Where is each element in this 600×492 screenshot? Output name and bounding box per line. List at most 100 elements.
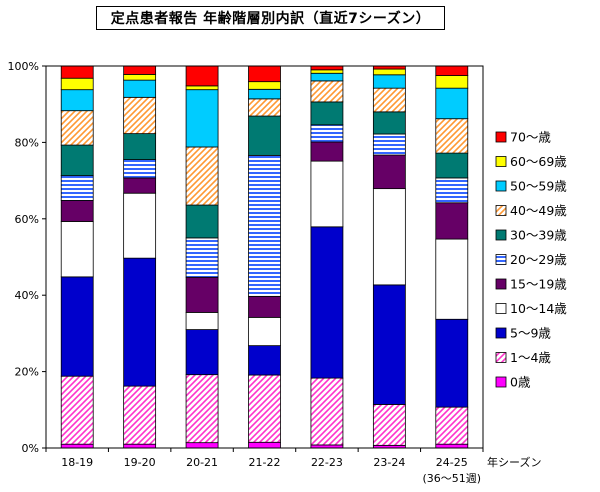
- bar-segment-21-22-4: [248, 295, 281, 318]
- legend-swatch: [495, 156, 507, 167]
- bar-segment-21-22-3: [248, 316, 281, 347]
- bar-segment-19-20-5: [123, 159, 157, 179]
- chart-title-box: 定点患者報告 年齢階層別内訳（直近7シーズン）: [96, 6, 445, 30]
- bar-segment-24-25-7: [435, 118, 469, 154]
- x-tick-label: 22-23: [311, 456, 343, 469]
- x-tick-label: 23-24: [373, 456, 405, 469]
- legend: 70〜歳 60〜69歳 50〜59歳 40〜49歳 30〜39歳 20〜29歳 15〜19歳…: [495, 130, 567, 390]
- bar-segment-21-22-2: [248, 345, 281, 376]
- bar-segment-18-19-1: [60, 375, 94, 445]
- plot-area: [60, 65, 469, 449]
- legend-label: 50〜59歳: [510, 179, 567, 194]
- bar-segment-21-22-1: [248, 374, 281, 443]
- bar-segment-23-24-3: [372, 188, 406, 286]
- legend-label: 0歳: [510, 375, 531, 390]
- legend-label: 1〜4歳: [510, 350, 551, 365]
- bar-segment-21-22-6: [248, 115, 281, 156]
- legend-label: 40〜49歳: [510, 203, 567, 218]
- axes: 0% 20% 40% 60% 80% 100% 18-19 19-20 20-21 21-22 22…: [8, 60, 542, 485]
- bar-segment-20-21-8: [185, 89, 219, 148]
- bar-segment-24-25-8: [435, 87, 469, 120]
- bar-segment-23-24-2: [372, 284, 406, 405]
- bar-segment-22-23-4: [310, 141, 344, 162]
- legend-swatch: [495, 254, 507, 265]
- bar-segment-24-25-10: [435, 65, 469, 76]
- bar-segment-20-21-10: [185, 65, 219, 87]
- bar-segment-24-25-6: [435, 152, 469, 179]
- bar-segment-22-23-9: [310, 69, 344, 74]
- bar-segment-19-20-2: [123, 257, 157, 387]
- bar-segment-22-23-8: [310, 72, 344, 82]
- bar-segment-18-19-10: [60, 65, 94, 79]
- legend-label: 15〜19歳: [510, 277, 567, 292]
- bar-segment-20-21-3: [185, 311, 219, 330]
- bar-segment-23-24-1: [372, 404, 406, 446]
- bar-segment-19-20-10: [123, 65, 157, 75]
- bar-segment-22-23-6: [310, 101, 344, 126]
- bar-segment-20-21-6: [185, 204, 219, 239]
- legend-label: 70〜歳: [510, 130, 551, 145]
- bar-segment-19-20-3: [123, 192, 157, 259]
- bar-segment-23-24-6: [372, 111, 406, 135]
- bar-segment-22-23-3: [310, 160, 344, 228]
- bar-segment-18-19-4: [60, 200, 94, 222]
- bar-segment-20-21-1: [185, 374, 219, 444]
- bar-segment-22-23-1: [310, 377, 344, 446]
- y-tick-label: 0%: [22, 442, 39, 455]
- bar-segment-24-25-4: [435, 202, 469, 240]
- bar-segment-24-25-5: [435, 177, 469, 204]
- bar-segment-19-20-9: [123, 74, 157, 81]
- bar-segment-19-20-0: [123, 443, 157, 449]
- bar-segment-22-23-5: [310, 124, 344, 143]
- bar-segment-20-21-0: [185, 442, 219, 449]
- bar-segment-24-25-3: [435, 238, 469, 320]
- y-tick-label: 40%: [15, 289, 39, 302]
- bar-segment-18-19-9: [60, 77, 94, 91]
- bar-segment-24-25-9: [435, 75, 469, 89]
- legend-swatch: [495, 229, 507, 241]
- bar-segment-21-22-9: [248, 81, 281, 90]
- legend-label: 5〜9歳: [510, 326, 551, 341]
- legend-label: 30〜39歳: [510, 228, 567, 243]
- bar-segment-18-19-0: [60, 443, 94, 449]
- bar-segment-23-24-4: [372, 154, 406, 190]
- legend-swatch: [495, 205, 507, 216]
- bar-segment-24-25-0: [435, 443, 469, 449]
- bar-segment-18-19-7: [60, 110, 94, 146]
- bar-segment-19-20-8: [123, 79, 157, 98]
- legend-swatch: [495, 327, 507, 339]
- bar-segment-22-23-2: [310, 226, 344, 379]
- bar-segment-20-21-2: [185, 329, 219, 376]
- legend-label: 10〜14歳: [510, 301, 567, 316]
- bar-segment-19-20-6: [123, 133, 157, 160]
- legend-swatch: [495, 352, 507, 363]
- bar-segment-18-19-3: [60, 221, 94, 278]
- bar-segment-18-19-2: [60, 276, 94, 377]
- bar-segment-19-20-4: [123, 177, 157, 194]
- legend-swatch: [495, 303, 507, 314]
- x-tick-label: 20-21: [186, 456, 218, 469]
- bar-segment-24-25-2: [435, 318, 469, 408]
- x-axis-label: 年シーズン: [487, 455, 541, 469]
- bar-segment-18-19-6: [60, 144, 94, 177]
- x-tick-label: 24-25: [436, 456, 468, 469]
- bar-segment-23-24-7: [372, 87, 406, 113]
- y-tick-label: 100%: [8, 60, 39, 73]
- x-tick-label: 19-20: [124, 456, 156, 469]
- bar-segment-22-23-10: [310, 65, 344, 71]
- bar-segment-20-21-9: [185, 85, 219, 91]
- bar-segment-21-22-8: [248, 88, 281, 100]
- y-tick-label: 20%: [15, 366, 39, 379]
- bar-segment-20-21-4: [185, 276, 219, 313]
- bar-segment-21-22-7: [248, 98, 281, 117]
- bar-segment-23-24-8: [372, 74, 406, 89]
- bar-segment-19-20-1: [123, 385, 157, 445]
- bar-segment-20-21-7: [185, 146, 219, 206]
- bar-segment-24-25-1: [435, 406, 469, 445]
- bar-segment-18-19-8: [60, 89, 94, 112]
- bar-segment-22-23-7: [310, 80, 344, 103]
- legend-swatch: [495, 131, 507, 143]
- bar-segment-20-21-5: [185, 237, 219, 278]
- legend-swatch: [495, 180, 507, 192]
